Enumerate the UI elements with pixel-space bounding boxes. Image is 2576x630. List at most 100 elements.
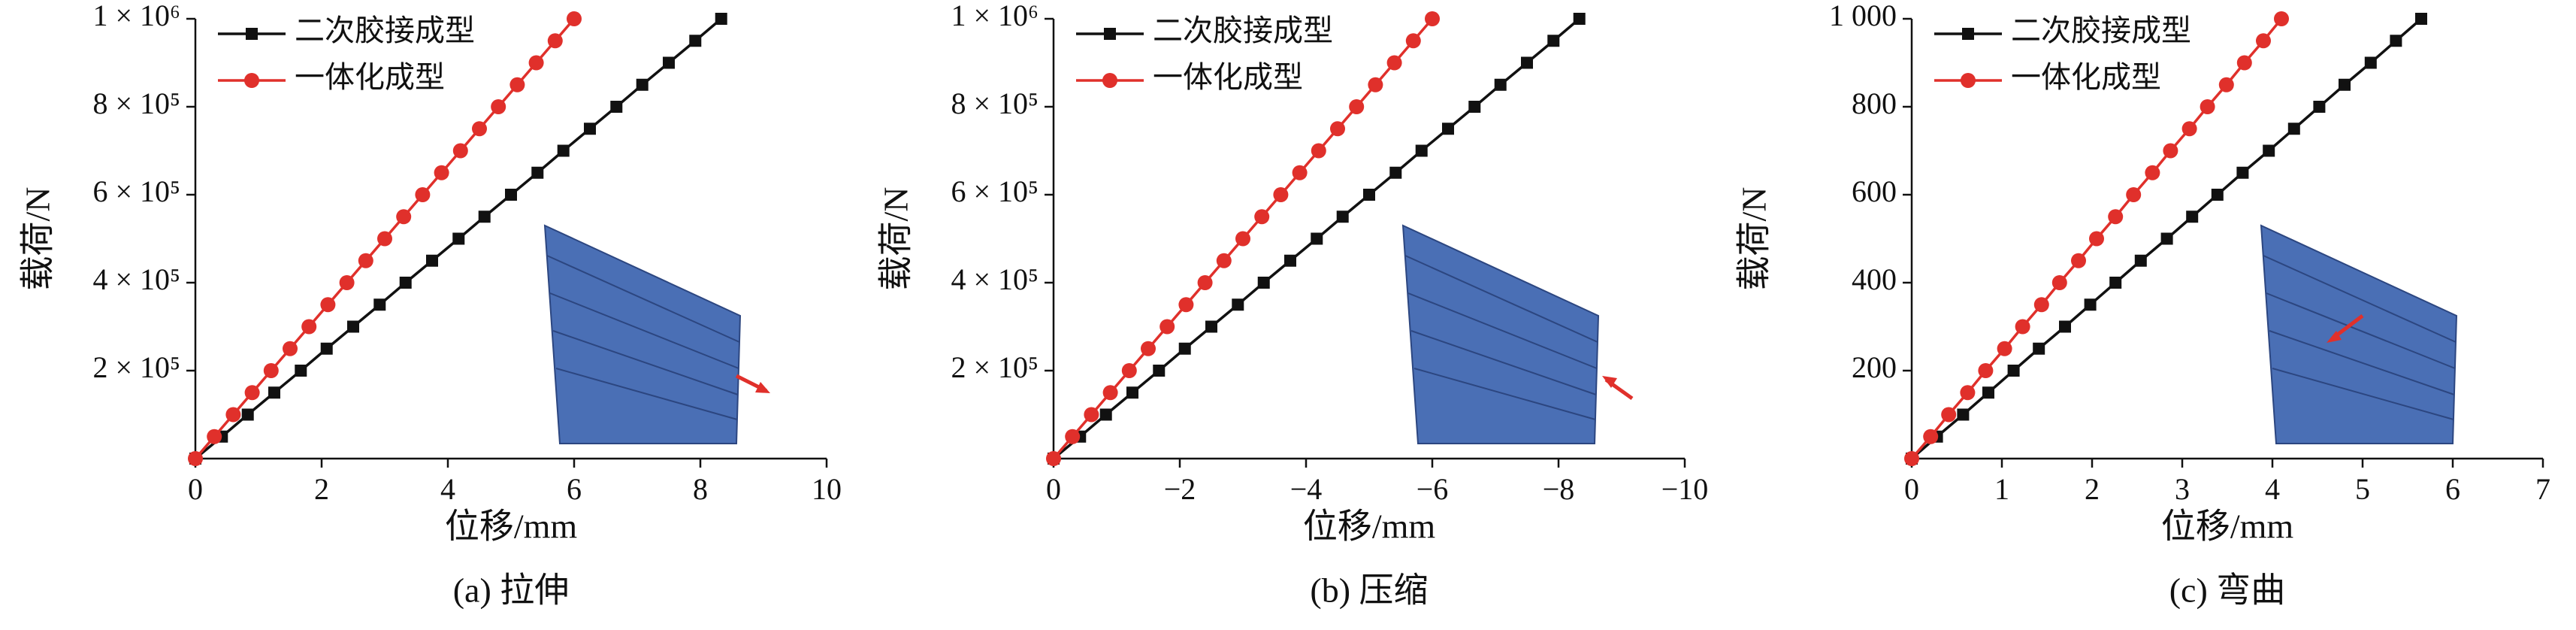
marker: [2181, 121, 2197, 137]
marker: [1205, 320, 1217, 333]
marker: [2186, 211, 2199, 223]
y-tick-label: 2 × 10⁵: [92, 350, 180, 384]
marker: [528, 55, 544, 71]
legend-marker: [1961, 73, 1976, 88]
marker: [1126, 386, 1138, 399]
inset-model: [543, 224, 770, 444]
y-tick-label: 1 000: [1829, 0, 1897, 32]
marker: [263, 363, 279, 378]
marker: [2287, 123, 2300, 135]
marker: [1178, 342, 1191, 355]
x-tick-label: −6: [1416, 472, 1449, 506]
marker: [1292, 165, 1308, 180]
marker: [1099, 408, 1112, 421]
marker: [301, 319, 317, 335]
legend-marker: [246, 28, 258, 40]
marker: [2084, 298, 2097, 311]
marker: [2236, 55, 2252, 71]
x-tick-label: 2: [2085, 472, 2100, 506]
marker: [1311, 143, 1326, 159]
legend-marker: [244, 73, 259, 88]
inset-model: [1401, 224, 1634, 444]
x-tick-label: 6: [567, 472, 582, 506]
marker: [1389, 166, 1402, 179]
y-tick-label: 200: [1852, 350, 1897, 384]
legend-marker: [1102, 73, 1117, 88]
marker: [225, 407, 241, 423]
y-tick-label: 6 × 10⁵: [951, 174, 1039, 208]
x-tick-label: −8: [1543, 472, 1575, 506]
marker: [2089, 231, 2104, 247]
marker: [396, 209, 412, 225]
marker: [584, 123, 596, 135]
x-tick-label: 0: [1904, 472, 1919, 506]
x-tick-label: 8: [693, 472, 708, 506]
marker: [663, 56, 675, 69]
x-tick-label: 6: [2445, 472, 2460, 506]
marker: [2051, 275, 2067, 290]
marker: [1178, 297, 1194, 313]
marker: [2256, 33, 2271, 49]
marker: [1330, 121, 1345, 137]
marker: [1547, 35, 1560, 47]
marker: [339, 275, 355, 290]
y-tick-label: 600: [1852, 174, 1897, 208]
marker: [557, 144, 570, 157]
marker: [567, 11, 582, 26]
marker: [241, 408, 254, 421]
panel: 0 −2 −4 −6 −8 −10 2 × 10⁵ 4 × 10⁵ 6 × 10⁵ 8 × 10⁵…: [877, 0, 1709, 610]
marker: [2364, 56, 2377, 69]
marker: [1442, 123, 1454, 135]
x-axis-label: 位移/mm: [445, 507, 578, 546]
marker: [1336, 211, 1349, 223]
marker: [1121, 363, 1137, 378]
marker: [1997, 341, 2012, 356]
x-tick-label: −2: [1164, 472, 1196, 506]
marker: [505, 189, 517, 201]
marker: [2339, 78, 2351, 91]
y-tick-label: 8 × 10⁵: [951, 86, 1039, 120]
marker: [1494, 78, 1507, 91]
marker: [2274, 11, 2289, 26]
x-axis-label: 位移/mm: [2161, 507, 2294, 546]
marker: [1102, 385, 1118, 401]
x-axis-label: 位移/mm: [1303, 507, 1436, 546]
marker: [1960, 385, 1976, 401]
marker: [207, 429, 222, 444]
caption: (b) 压缩: [1310, 571, 1428, 610]
marker: [2415, 13, 2427, 25]
marker: [1349, 99, 1365, 114]
marker: [531, 166, 544, 179]
marker: [2033, 342, 2045, 355]
x-tick-label: 4: [440, 472, 455, 506]
legend-label: 二次胶接成型: [2011, 14, 2191, 47]
marker: [2218, 77, 2234, 92]
y-axis-label: 载荷/N: [877, 187, 915, 291]
legend-marker: [1962, 28, 1974, 40]
marker: [1521, 56, 1533, 69]
marker: [1363, 189, 1375, 201]
marker: [1153, 365, 1166, 377]
marker: [2211, 189, 2224, 201]
marker: [1368, 77, 1383, 92]
marker: [1065, 429, 1081, 444]
panel: 0 2 4 6 8 10 2 × 10⁵ 4 × 10⁵ 6 × 10⁵ 8 × 10⁵ 1 × 1…: [19, 0, 842, 610]
marker: [399, 277, 412, 289]
marker: [358, 253, 373, 268]
x-tick-label: 2: [314, 472, 329, 506]
x-tick-label: 1: [1994, 472, 2009, 506]
marker: [2160, 232, 2173, 245]
marker: [434, 165, 449, 180]
marker: [1084, 407, 1099, 423]
marker: [2109, 277, 2122, 289]
y-axis-label: 载荷/N: [1735, 187, 1773, 291]
marker: [478, 211, 491, 223]
marker: [1197, 275, 1213, 290]
marker: [268, 386, 280, 399]
x-tick-label: −4: [1290, 472, 1323, 506]
marker: [1311, 232, 1323, 245]
marker: [1284, 254, 1296, 267]
marker: [1235, 231, 1250, 247]
marker: [2134, 254, 2147, 267]
marker: [1232, 298, 1244, 311]
